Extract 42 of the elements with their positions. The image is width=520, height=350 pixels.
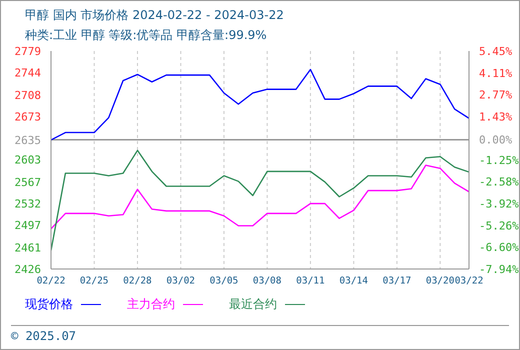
chart-subtitle: 种类:工业 甲醇 等级:优等品 甲醇含量:99.9% <box>25 27 268 44</box>
y-tick-label: 2426 <box>14 263 41 276</box>
chart-title: 甲醇 国内 市场价格 2024-02-22 - 2024-03-22 <box>25 7 285 24</box>
x-tick-label: 03/22 <box>454 276 484 287</box>
x-tick-label: 03/08 <box>252 276 282 287</box>
y2-tick-label: -2.58% <box>479 176 520 189</box>
y2-tick-label: 0.00% <box>479 134 512 147</box>
y-tick-label: 2461 <box>14 241 41 254</box>
y-tick-label: 2673 <box>14 110 41 124</box>
x-tick-label: 03/20 <box>426 276 455 287</box>
legend-label: 主力合约 <box>127 296 175 312</box>
x-tick-label: 03/02 <box>166 276 196 287</box>
y-tick-label: 2779 <box>14 45 41 58</box>
y-tick-label: 2744 <box>14 66 42 80</box>
line-series <box>51 68 469 141</box>
y-tick-label: 2635 <box>14 134 41 147</box>
x-tick-label: 03/05 <box>210 276 238 287</box>
y-tick-label: 2497 <box>14 219 41 232</box>
x-tick-label: 03/17 <box>382 276 412 287</box>
x-tick-label: 02/25 <box>80 276 109 287</box>
y2-tick-label: 4.11% <box>479 66 512 80</box>
y2-tick-label: -5.26% <box>479 219 520 232</box>
y2-tick-label: 5.45% <box>479 45 512 58</box>
y2-tick-label: -6.60% <box>479 241 520 254</box>
x-tick-label: 03/11 <box>296 276 326 287</box>
y-tick-label: 2532 <box>14 198 41 211</box>
x-tick-label: 02/28 <box>123 276 152 287</box>
y-tick-label: 2603 <box>14 154 41 167</box>
x-tick-label: 02/22 <box>36 276 66 287</box>
text: © 2025.07 <box>11 329 76 343</box>
legend-label: 现货价格 <box>25 296 73 312</box>
y-tick-label: 2708 <box>14 88 41 102</box>
line-series <box>51 150 469 252</box>
y2-tick-label: 2.77% <box>479 88 512 102</box>
y2-tick-label: -1.25% <box>479 154 520 168</box>
y-tick-label: 2567 <box>14 176 41 189</box>
y2-tick-label: -3.92% <box>479 198 520 211</box>
legend-label: 最近合约 <box>229 296 277 312</box>
line-series <box>51 164 469 230</box>
y2-tick-label: -7.94% <box>479 263 520 276</box>
x-tick-label: 03/14 <box>339 276 368 287</box>
y2-tick-label: 1.43% <box>479 110 512 124</box>
